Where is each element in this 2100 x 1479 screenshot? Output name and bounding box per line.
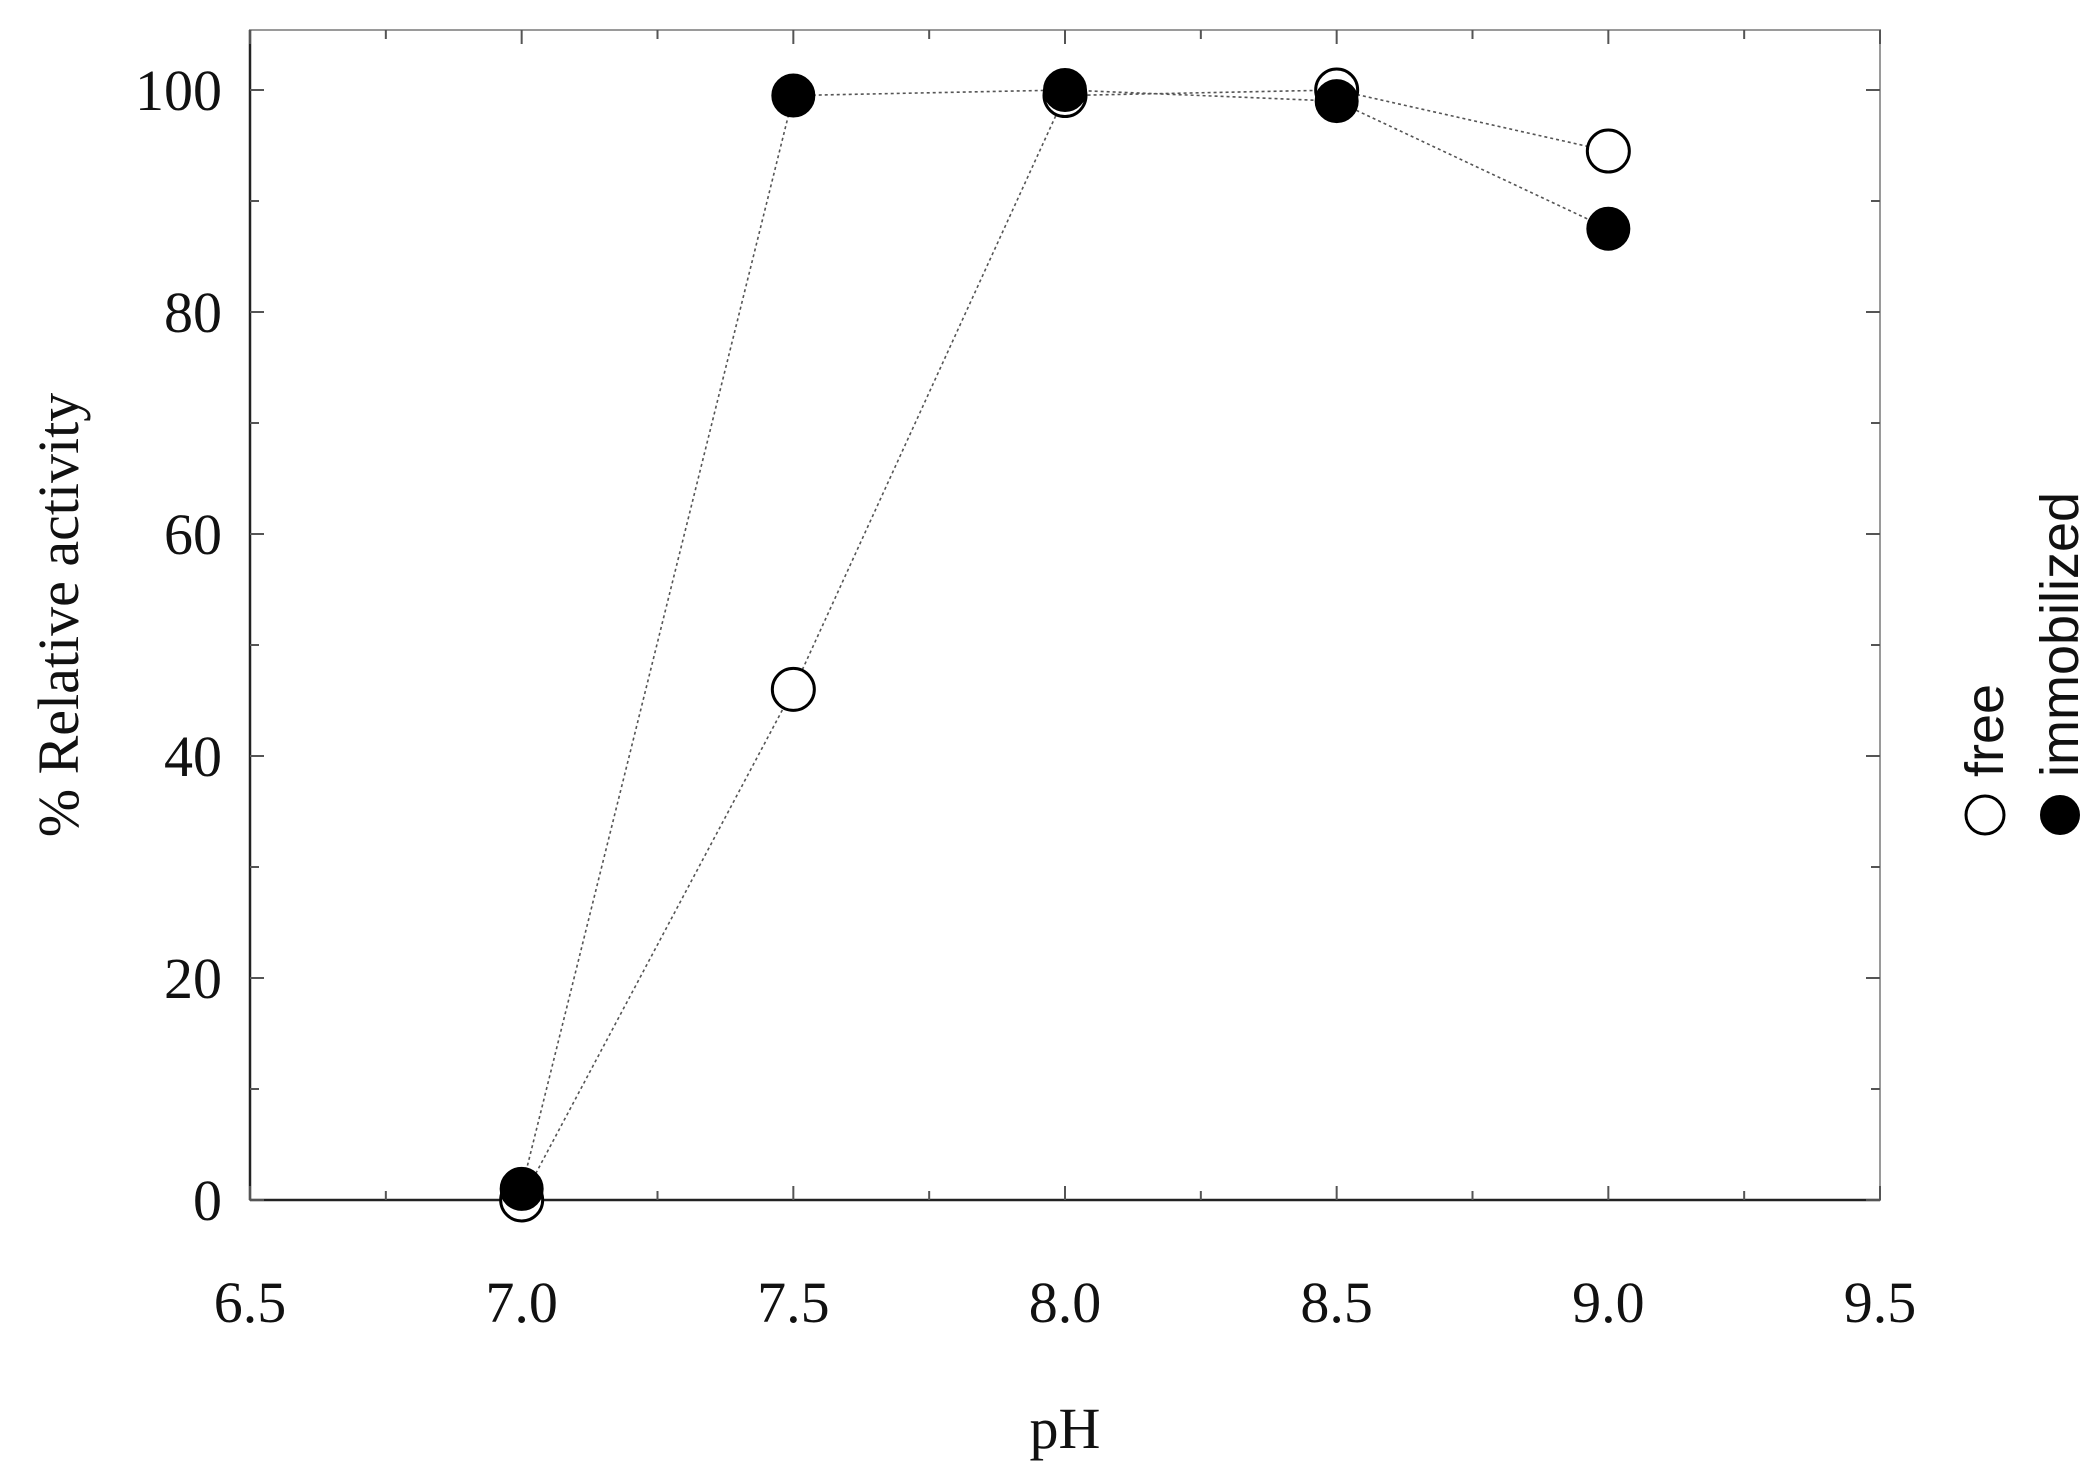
series-line-immobilized [520, 89, 1609, 1190]
data-point-immobilized [771, 73, 816, 118]
legend-marker-immobilized [2040, 795, 2080, 835]
axis-ticks: 6.5 7.0 7.5 8.0 8.5 9.0 9.5 0 20 40 60 80 100 [135, 30, 1916, 1335]
y-tick-label: 0 [193, 1168, 222, 1233]
data-points [499, 67, 1631, 1223]
data-point-immobilized [1043, 68, 1087, 112]
y-axis-title: % Relative activity [26, 393, 91, 838]
data-point-immobilized [1314, 79, 1359, 124]
plot-frame [249, 29, 1881, 1201]
x-tick-label: 8.5 [1300, 1270, 1373, 1335]
data-point-immobilized [1586, 206, 1631, 251]
series-lines [520, 89, 1609, 1201]
y-tick-label: 80 [164, 280, 222, 345]
legend-label-free: free [1955, 684, 2015, 777]
y-tick-label: 40 [164, 724, 222, 789]
x-tick-label: 7.0 [485, 1270, 558, 1335]
x-tick-label: 9.5 [1844, 1270, 1917, 1335]
data-point-free [1585, 128, 1631, 174]
x-tick-label: 9.0 [1572, 1270, 1645, 1335]
series-line-free [520, 89, 1609, 1201]
x-axis-title: pH [1030, 1396, 1101, 1461]
x-tick-label: 6.5 [214, 1270, 287, 1335]
x-tick-label: 8.0 [1029, 1270, 1102, 1335]
data-point-immobilized [499, 1166, 544, 1211]
y-tick-label: 60 [164, 502, 222, 567]
legend-marker-free [1964, 794, 2006, 836]
y-tick-label: 20 [164, 946, 222, 1011]
legend: free immobilized [1955, 492, 2090, 836]
data-point-free [770, 666, 816, 712]
legend-label-immobilized: immobilized [2030, 492, 2090, 777]
y-tick-label: 100 [135, 58, 222, 123]
x-tick-label: 7.5 [757, 1270, 830, 1335]
